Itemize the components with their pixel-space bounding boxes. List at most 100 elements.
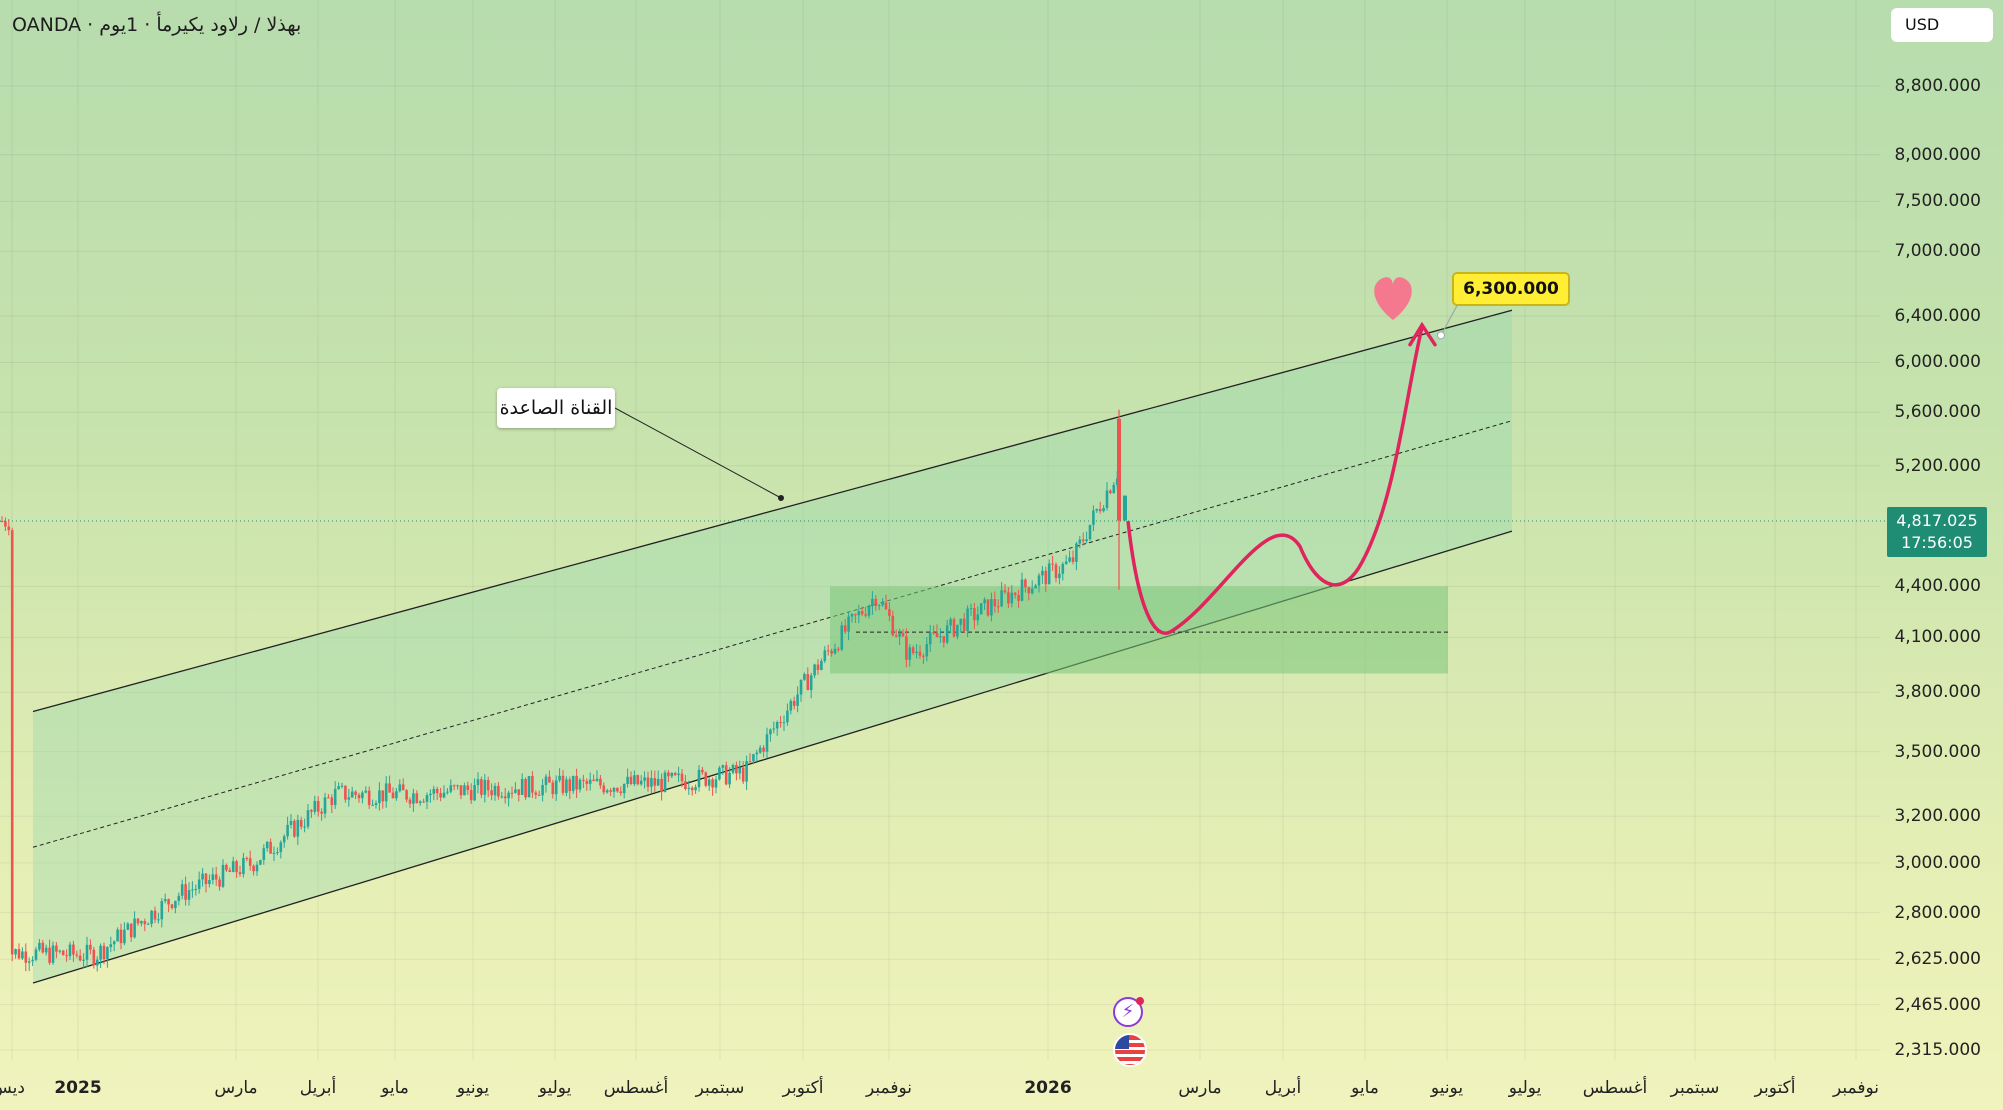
candle-body [772, 728, 776, 730]
current-price: 4,817.025 [1896, 511, 1978, 530]
candle-body [235, 861, 238, 873]
candle-body [616, 787, 619, 792]
candle-body [313, 800, 317, 812]
candle-body [830, 650, 833, 654]
candle-body [748, 761, 752, 763]
candle-body [75, 954, 79, 956]
candle-body [191, 889, 194, 891]
candle-body [721, 765, 725, 768]
candle-body [208, 880, 211, 884]
candle-body [619, 791, 623, 794]
candle-body [891, 615, 895, 636]
candle-body [476, 779, 480, 786]
candle-body [1041, 570, 1044, 576]
candle-body [456, 785, 459, 787]
candle-body [255, 864, 259, 872]
candle-body [204, 873, 208, 884]
candle-body [558, 775, 561, 781]
candle-body [133, 918, 136, 938]
candle-body [14, 949, 17, 955]
candle-body [840, 625, 844, 650]
candle-body [990, 599, 993, 616]
candle-body [1000, 590, 1003, 607]
candle-body [718, 767, 721, 780]
candle-body [935, 632, 939, 638]
candle-body [1068, 557, 1071, 562]
symbol-title[interactable]: OANDA · بهذلا / رلاود يكيرمأ · 1يوم [12, 14, 302, 36]
price-tick-label: 7,500.000 [1894, 191, 1981, 212]
candle-body [0, 521, 4, 523]
candle-body [724, 765, 728, 785]
callout-connector [614, 407, 782, 499]
candle-body [850, 614, 854, 617]
candle-body [1095, 508, 1099, 511]
candle-body [646, 777, 650, 787]
candle-body [4, 521, 7, 527]
candle-body [194, 888, 198, 890]
candle-body [945, 625, 949, 643]
candle-body [228, 870, 232, 872]
candle-body [463, 785, 466, 796]
candle-body [153, 910, 157, 920]
candle-body [58, 950, 62, 952]
channel-callout[interactable]: القناة الصاعدة [497, 388, 615, 428]
candle-body [238, 872, 242, 875]
candle-body [459, 785, 463, 796]
candle-body [303, 826, 306, 828]
candle-body [959, 618, 963, 625]
candle-body [826, 650, 830, 652]
currency-button[interactable]: USD [1891, 8, 1993, 42]
candle-body [1047, 563, 1051, 585]
candle-body [1013, 592, 1017, 595]
candle-body [184, 884, 187, 900]
candle-body [922, 655, 925, 657]
candle-body [1007, 592, 1010, 604]
price-tick-label: 6,000.000 [1894, 352, 1981, 373]
candle-body [670, 772, 674, 777]
time-tick-label: مايو [1351, 1078, 1379, 1098]
candle-body [333, 789, 337, 806]
price-tick-label: 3,200.000 [1894, 806, 1981, 827]
candle-body [211, 874, 215, 881]
candle-body [7, 526, 11, 531]
candle-body [480, 779, 483, 795]
candle-body [928, 632, 932, 645]
candle-body [911, 647, 915, 654]
price-tick-label: 3,800.000 [1894, 682, 1981, 703]
candle-body [296, 819, 300, 837]
price-tick-label: 2,800.000 [1894, 902, 1981, 923]
candle-body [34, 949, 38, 960]
candle-body [1061, 563, 1065, 574]
candle-body [503, 796, 507, 799]
candle-body [31, 959, 34, 962]
candle-body [327, 797, 330, 799]
candle-body [116, 929, 119, 942]
candle-body [1112, 484, 1116, 494]
candle-body [952, 619, 956, 637]
candle-body [663, 772, 667, 793]
candle-body [728, 772, 731, 785]
candle-body [486, 779, 490, 791]
candle-body [1078, 539, 1082, 544]
candle-body [102, 945, 106, 960]
candle-body [350, 791, 354, 798]
price-tick-label: 2,625.000 [1894, 949, 1981, 970]
us-flag-icon[interactable] [1113, 1033, 1147, 1067]
candle-body [143, 921, 147, 925]
candle-body [371, 804, 374, 806]
candle-body [775, 722, 779, 729]
candle-body [449, 785, 453, 792]
candle-body [520, 778, 524, 795]
candle-body [17, 949, 21, 959]
candle-body [527, 776, 531, 798]
candle-body [915, 651, 918, 654]
candle-body [789, 700, 793, 711]
target-price-label[interactable]: 6,300.000 [1452, 272, 1570, 306]
candle-body [242, 858, 245, 875]
candle-body [323, 797, 327, 814]
target-anchor [1437, 331, 1445, 340]
candle-body [656, 778, 660, 786]
time-tick-label: يوليو [538, 1078, 572, 1098]
candle-body [932, 632, 935, 634]
